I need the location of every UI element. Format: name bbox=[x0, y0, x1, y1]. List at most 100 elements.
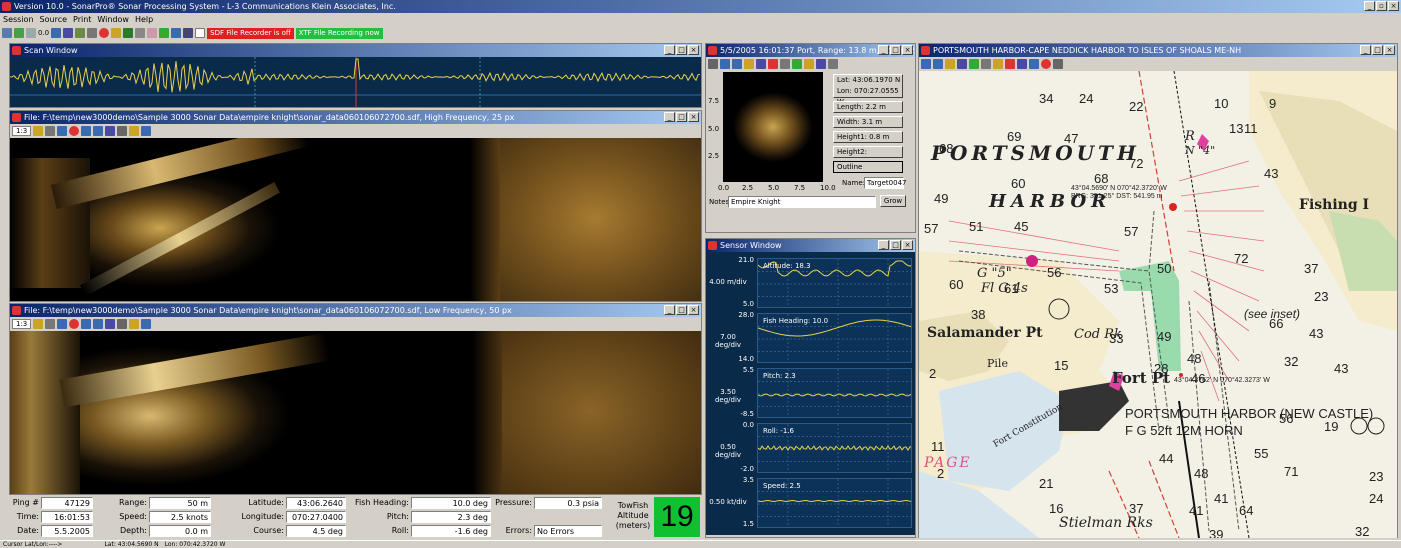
zoom-out-icon[interactable] bbox=[933, 59, 943, 69]
sdf-status[interactable]: SDF File Recorder is off bbox=[207, 27, 294, 39]
length-button[interactable]: Length: 2.2 m bbox=[833, 101, 903, 113]
menu-session[interactable]: Session bbox=[3, 15, 34, 24]
rewind-icon[interactable] bbox=[57, 126, 68, 136]
grid-icon[interactable] bbox=[51, 28, 62, 38]
record-icon[interactable] bbox=[26, 28, 36, 38]
layout-icon[interactable] bbox=[63, 28, 74, 38]
select-icon[interactable] bbox=[756, 59, 766, 69]
sensor-icon[interactable] bbox=[135, 28, 146, 38]
zoom-in-icon[interactable] bbox=[720, 59, 730, 69]
print-icon[interactable] bbox=[2, 28, 12, 38]
maximize-button[interactable]: □ bbox=[890, 45, 901, 55]
save-icon[interactable] bbox=[183, 28, 194, 38]
chart-icon[interactable] bbox=[804, 59, 814, 69]
chart-icon[interactable] bbox=[141, 126, 152, 136]
minimize-button[interactable]: _ bbox=[664, 45, 675, 55]
name-input[interactable]: Target0047 bbox=[864, 177, 906, 189]
close-button[interactable]: × bbox=[1388, 1, 1399, 11]
lf-sonar-image[interactable] bbox=[10, 331, 701, 494]
chart-icon[interactable] bbox=[141, 319, 152, 329]
layer-icon[interactable] bbox=[957, 59, 967, 69]
binoculars-icon[interactable] bbox=[45, 319, 56, 329]
close-button[interactable]: × bbox=[688, 112, 699, 122]
settings-icon[interactable] bbox=[117, 319, 128, 329]
folder-icon[interactable] bbox=[33, 126, 44, 136]
maximize-button[interactable]: □ bbox=[676, 305, 687, 315]
close-button[interactable]: × bbox=[688, 305, 699, 315]
forward-icon[interactable] bbox=[93, 126, 104, 136]
save-icon[interactable] bbox=[816, 59, 826, 69]
measure-icon[interactable] bbox=[129, 319, 140, 329]
close-icon[interactable] bbox=[1053, 59, 1063, 69]
record-icon[interactable] bbox=[1041, 59, 1051, 69]
grid-icon[interactable] bbox=[780, 59, 790, 69]
close-button[interactable]: × bbox=[1384, 45, 1395, 55]
notes-input[interactable]: Empire Knight bbox=[728, 196, 876, 208]
settings-icon[interactable] bbox=[117, 126, 128, 136]
chart-icon[interactable] bbox=[75, 28, 86, 38]
play-icon[interactable] bbox=[159, 28, 170, 38]
measure-icon[interactable] bbox=[792, 59, 802, 69]
image-icon[interactable] bbox=[105, 126, 116, 136]
open-icon[interactable] bbox=[14, 28, 24, 38]
xtf-status[interactable]: XTF File Recording now bbox=[295, 27, 383, 39]
zoom-icon[interactable] bbox=[171, 28, 182, 38]
close-icon[interactable] bbox=[708, 59, 718, 69]
nautical-chart[interactable]: PORTSMOUTH HARBOR Fishing I Salamander P… bbox=[919, 71, 1397, 538]
zoom-out-icon[interactable] bbox=[732, 59, 742, 69]
grid-icon[interactable] bbox=[981, 59, 991, 69]
hf-sonar-image[interactable] bbox=[10, 138, 701, 301]
target-icon[interactable] bbox=[111, 28, 122, 38]
menu-help[interactable]: Help bbox=[134, 15, 154, 24]
menu-source[interactable]: Source bbox=[39, 15, 68, 24]
maximize-button[interactable]: □ bbox=[1372, 45, 1383, 55]
maximize-button[interactable]: □ bbox=[676, 45, 687, 55]
forward-icon[interactable] bbox=[93, 319, 104, 329]
list-icon[interactable] bbox=[87, 28, 98, 38]
zoom-in-icon[interactable] bbox=[921, 59, 931, 69]
minimize-button[interactable]: _ bbox=[878, 45, 889, 55]
maximize-button[interactable]: □ bbox=[676, 112, 687, 122]
target-image[interactable] bbox=[723, 72, 823, 182]
hand-icon[interactable] bbox=[744, 59, 754, 69]
hand-icon[interactable] bbox=[945, 59, 955, 69]
center-icon[interactable] bbox=[1029, 59, 1039, 69]
map-icon[interactable] bbox=[123, 28, 134, 38]
minimize-button[interactable]: _ bbox=[664, 112, 675, 122]
minimize-button[interactable]: _ bbox=[1364, 1, 1375, 11]
binoculars-icon[interactable] bbox=[45, 126, 56, 136]
menu-window[interactable]: Window bbox=[97, 15, 129, 24]
marker-icon[interactable] bbox=[1005, 59, 1015, 69]
play-icon[interactable] bbox=[81, 319, 92, 329]
lf-scale[interactable]: 1:3 bbox=[12, 319, 32, 329]
maximize-button[interactable]: □ bbox=[890, 240, 901, 250]
close-button[interactable]: × bbox=[902, 240, 913, 250]
minimize-button[interactable]: _ bbox=[1360, 45, 1371, 55]
rewind-icon[interactable] bbox=[57, 319, 68, 329]
target-icon[interactable] bbox=[768, 59, 778, 69]
height1-button[interactable]: Height1: 0.8 m bbox=[833, 131, 903, 143]
print-icon[interactable] bbox=[828, 59, 838, 69]
ruler-icon[interactable] bbox=[993, 59, 1003, 69]
menu-print[interactable]: Print bbox=[73, 15, 92, 24]
width-button[interactable]: Width: 3.1 m bbox=[833, 116, 903, 128]
grow-button[interactable]: Grow bbox=[880, 195, 906, 207]
chart-icon[interactable] bbox=[969, 59, 979, 69]
record-icon[interactable] bbox=[69, 126, 80, 136]
measure-icon[interactable] bbox=[129, 126, 140, 136]
stop-icon[interactable] bbox=[99, 28, 110, 38]
outline-button[interactable]: Outline bbox=[833, 161, 903, 173]
minimize-button[interactable]: _ bbox=[664, 305, 675, 315]
minimize-button[interactable]: _ bbox=[878, 240, 889, 250]
restore-button[interactable]: ▫ bbox=[1376, 1, 1387, 11]
new-icon[interactable] bbox=[195, 28, 206, 38]
hf-scale[interactable]: 1:3 bbox=[12, 126, 32, 136]
record-icon[interactable] bbox=[69, 319, 80, 329]
height2-button[interactable]: Height2: bbox=[833, 146, 903, 158]
folder-icon[interactable] bbox=[33, 319, 44, 329]
pen-icon[interactable] bbox=[147, 28, 158, 38]
route-icon[interactable] bbox=[1017, 59, 1027, 69]
play-icon[interactable] bbox=[81, 126, 92, 136]
close-button[interactable]: × bbox=[688, 45, 699, 55]
close-button[interactable]: × bbox=[902, 45, 913, 55]
